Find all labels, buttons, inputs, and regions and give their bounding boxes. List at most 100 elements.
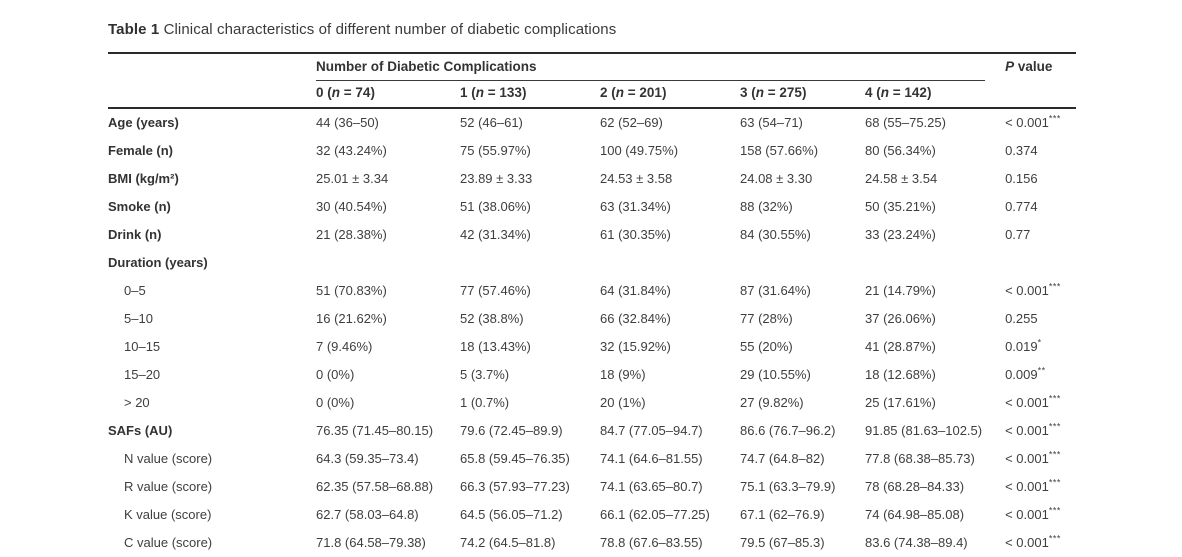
table-row: N value (score) 64.3 (59.35–73.4) 65.8 (59… xyxy=(108,445,1076,473)
data-cell: 64.3 (59.35–73.4) xyxy=(316,451,419,466)
column-header: 3 (n = 275) xyxy=(740,81,865,109)
p-value: < 0.001 xyxy=(1005,395,1049,410)
data-cell: 18 (13.43%) xyxy=(460,339,531,354)
data-cell: 5 (3.7%) xyxy=(460,367,510,382)
p-value: 0.156 xyxy=(1005,171,1038,186)
data-cell: 18 (9%) xyxy=(600,367,646,382)
data-cell: 67.1 (62–76.9) xyxy=(740,507,825,522)
data-cell: 44 (36–50) xyxy=(316,115,379,130)
data-cell: 55 (20%) xyxy=(740,339,793,354)
p-value-cell xyxy=(1005,249,1076,277)
column-count: 0 xyxy=(316,85,324,100)
data-cell: 80 (56.34%) xyxy=(865,143,936,158)
table-row: Drink (n) 21 (28.38%) 42 (31.34%) 61 (30.35… xyxy=(108,221,1076,249)
data-cell: 50 (35.21%) xyxy=(865,199,936,214)
column-header: 4 (n = 142) xyxy=(865,81,1006,109)
data-cell: 64.5 (56.05–71.2) xyxy=(460,507,563,522)
p-value-cell: 0.156 xyxy=(1005,165,1076,193)
p-value-cell: < 0.001*** xyxy=(1005,277,1076,305)
table-row: R value (score) 62.35 (57.58–68.88) 66.3 (… xyxy=(108,473,1076,501)
data-cell: 63 (54–71) xyxy=(740,115,803,130)
data-cell: 20 (1%) xyxy=(600,395,646,410)
row-label: Drink (n) xyxy=(108,227,162,242)
group-header-row: Number of Diabetic Complications P value xyxy=(108,52,1077,109)
data-cell: 83.6 (74.38–89.4) xyxy=(865,535,968,550)
data-cell: 65.8 (59.45–76.35) xyxy=(460,451,570,466)
p-value: < 0.001 xyxy=(1005,115,1049,130)
data-cell: 24.58 ± 3.54 xyxy=(865,171,938,186)
table-row: > 20 0 (0%) 1 (0.7%) 20 (1%) 27 (9.82%) 25 (1… xyxy=(108,389,1076,417)
column-n: 74 xyxy=(355,85,371,100)
data-cell: 74.7 (64.8–82) xyxy=(740,451,825,466)
data-cell: 75.1 (63.3–79.9) xyxy=(740,479,836,494)
column-count: 1 xyxy=(460,85,468,100)
data-cell: 66 (32.84%) xyxy=(600,311,671,326)
data-cell: 76.35 (71.45–80.15) xyxy=(316,423,434,438)
clinical-characteristics-table: Number of Diabetic Complications P value… xyxy=(108,52,1077,557)
data-cell: 84.7 (77.05–94.7) xyxy=(600,423,703,438)
table-row: 5–10 16 (21.62%) 52 (38.8%) 66 (32.84%) 77 (… xyxy=(108,305,1076,333)
data-cell: 1 (0.7%) xyxy=(460,395,510,410)
data-cell: 74 (64.98–85.08) xyxy=(865,507,965,522)
data-cell: 23.89 ± 3.33 xyxy=(460,171,533,186)
data-cell: 18 (12.68%) xyxy=(865,367,936,382)
table-row: K value (score) 62.7 (58.03–64.8) 64.5 (56… xyxy=(108,501,1076,529)
column-header: 1 (n = 133) xyxy=(460,81,600,109)
row-label: Smoke (n) xyxy=(108,199,171,214)
p-value-cell: < 0.001*** xyxy=(1005,501,1076,529)
data-cell: 74.1 (64.6–81.55) xyxy=(600,451,703,466)
p-value-cell: < 0.001*** xyxy=(1005,389,1076,417)
significance-asterisks: *** xyxy=(1048,505,1061,516)
group-header-label: Number of Diabetic Complications xyxy=(316,54,986,81)
data-cell: 158 (57.66%) xyxy=(740,143,819,158)
data-cell: 87 (31.64%) xyxy=(740,283,811,298)
data-cell: 21 (14.79%) xyxy=(865,283,936,298)
data-cell: 7 (9.46%) xyxy=(316,339,373,354)
p-value: 0.374 xyxy=(1005,143,1038,158)
p-value: 0.019 xyxy=(1005,339,1038,354)
data-cell: 33 (23.24%) xyxy=(865,227,936,242)
p-value: 0.255 xyxy=(1005,311,1038,326)
data-cell: 68 (55–75.25) xyxy=(865,115,946,130)
column-n: 275 xyxy=(779,85,802,100)
data-cell: 62.7 (58.03–64.8) xyxy=(316,507,419,522)
table-caption: Table 1 Clinical characteristics of diff… xyxy=(108,21,1076,39)
data-cell: 64 (31.84%) xyxy=(600,283,671,298)
data-cell: 66.1 (62.05–77.25) xyxy=(600,507,710,522)
data-cell: 21 (28.38%) xyxy=(316,227,387,242)
table-row: 10–15 7 (9.46%) 18 (13.43%) 32 (15.92%) 55 (… xyxy=(108,333,1076,361)
row-label: > 20 xyxy=(124,395,150,410)
data-cell: 42 (31.34%) xyxy=(460,227,531,242)
data-cell: 77 (28%) xyxy=(740,311,793,326)
column-n: 201 xyxy=(639,85,662,100)
data-cell: 78.8 (67.6–83.55) xyxy=(600,535,703,550)
data-cell: 75 (55.97%) xyxy=(460,143,531,158)
data-cell: 27 (9.82%) xyxy=(740,395,804,410)
p-value-cell: 0.019* xyxy=(1005,333,1076,361)
table-row: 15–20 0 (0%) 5 (3.7%) 18 (9%) 29 (10.55%) 18 … xyxy=(108,361,1076,389)
row-label: Age (years) xyxy=(108,115,179,130)
data-cell: 74.1 (63.65–80.7) xyxy=(600,479,703,494)
n-symbol: n xyxy=(331,85,341,100)
data-cell: 25.01 ± 3.34 xyxy=(316,171,389,186)
row-label: C value (score) xyxy=(124,535,213,550)
data-cell xyxy=(740,249,865,277)
table-body: Age (years) 44 (36–50) 52 (46–61) 62 (52–69… xyxy=(108,108,1076,557)
p-italic: P xyxy=(1005,59,1015,74)
p-value: < 0.001 xyxy=(1005,535,1049,550)
p-value: < 0.001 xyxy=(1005,283,1049,298)
blank-header-cell xyxy=(108,52,316,109)
row-label: SAFs (AU) xyxy=(108,423,173,438)
significance-asterisks: * xyxy=(1037,337,1042,348)
data-cell: 30 (40.54%) xyxy=(316,199,387,214)
data-cell xyxy=(865,249,1005,277)
row-label: BMI (kg/m²) xyxy=(108,171,179,186)
table-row: C value (score) 71.8 (64.58–79.38) 74.2 (6… xyxy=(108,529,1076,557)
table-header: Number of Diabetic Complications P value… xyxy=(108,52,1077,109)
row-label: Female (n) xyxy=(108,143,174,158)
p-value-cell: < 0.001*** xyxy=(1005,529,1076,557)
row-label: 10–15 xyxy=(124,339,161,354)
data-cell: 32 (43.24%) xyxy=(316,143,387,158)
data-cell: 91.85 (81.63–102.5) xyxy=(865,423,983,438)
p-value-cell: 0.255 xyxy=(1005,305,1076,333)
